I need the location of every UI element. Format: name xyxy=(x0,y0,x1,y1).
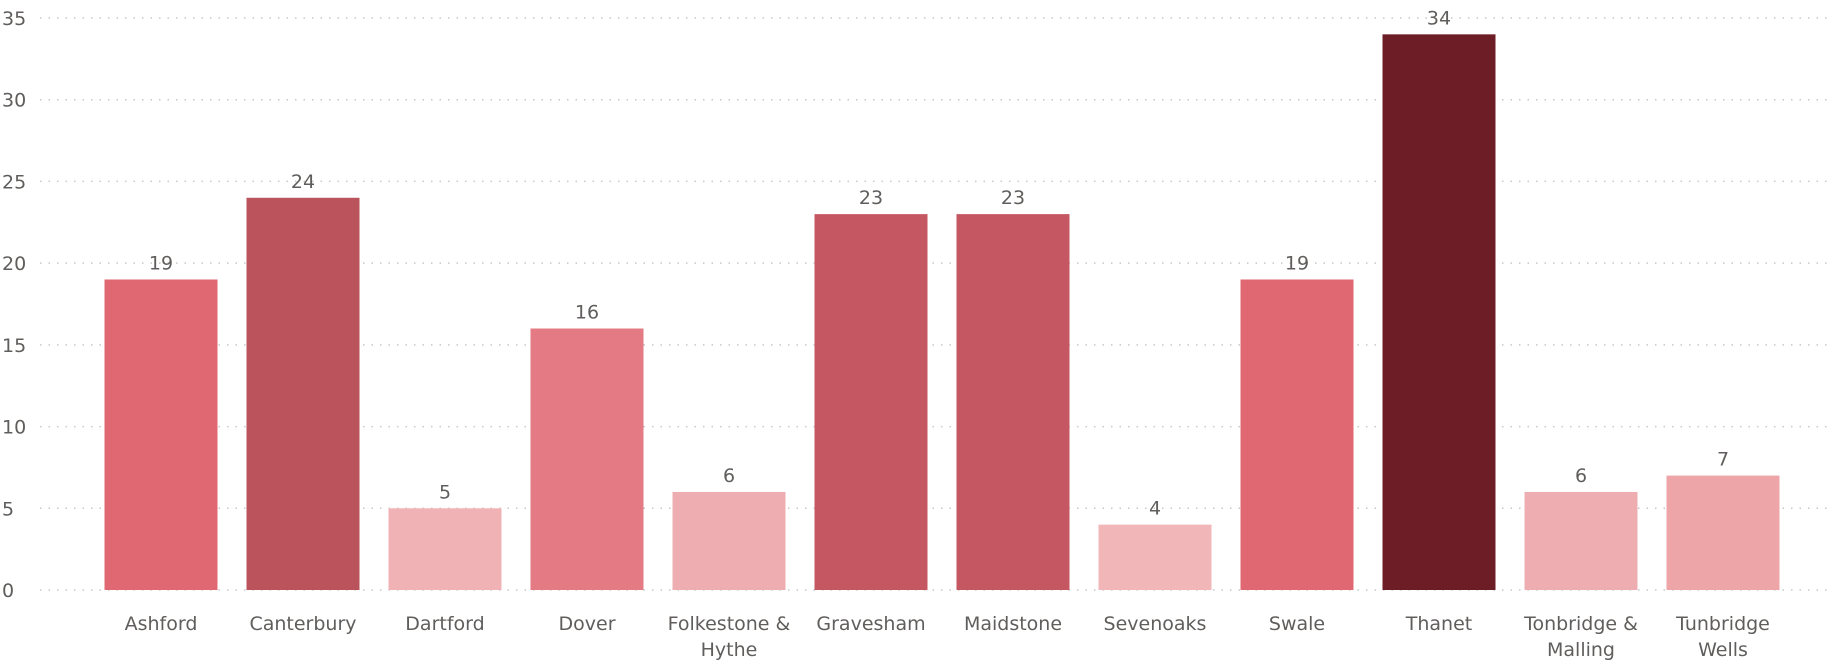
x-tick-label: Swale xyxy=(1269,613,1325,635)
x-tick-label: Folkestone & Hythe xyxy=(668,613,791,661)
data-label: 6 xyxy=(723,465,735,487)
x-axis: Ashford Canterbury Dartford Dover Folkestone… xyxy=(125,613,1770,661)
data-label: 7 xyxy=(1717,449,1729,471)
bar[interactable] xyxy=(1240,279,1354,590)
bars xyxy=(104,34,1780,591)
x-tick-label: Dover xyxy=(559,613,616,635)
x-tick-label: Dartford xyxy=(405,613,484,635)
data-label: 4 xyxy=(1149,498,1161,520)
x-tick-label: Canterbury xyxy=(249,613,356,635)
x-tick-label: Tonbridge & Malling xyxy=(1523,613,1638,661)
data-label: 19 xyxy=(1285,252,1309,274)
y-tick-label: 25 xyxy=(2,171,26,193)
x-tick-label: Sevenoaks xyxy=(1104,613,1207,635)
bar[interactable] xyxy=(1524,491,1638,590)
bar[interactable] xyxy=(1382,34,1496,591)
x-tick-label: Maidstone xyxy=(964,613,1062,635)
data-label: 23 xyxy=(1001,187,1025,209)
y-tick-label: 35 xyxy=(2,8,26,30)
y-tick-label: 30 xyxy=(2,90,26,112)
data-label: 19 xyxy=(149,252,173,274)
y-tick-label: 20 xyxy=(2,253,26,275)
data-labels: 19 24 5 16 6 23 23 4 19 34 6 7 xyxy=(149,7,1729,519)
x-tick-label: Tunbridge Wells xyxy=(1675,613,1770,661)
x-tick-label: Thanet xyxy=(1405,613,1472,635)
data-label: 34 xyxy=(1427,7,1451,29)
bar[interactable] xyxy=(1098,524,1212,590)
bar[interactable] xyxy=(1666,475,1780,590)
bar[interactable] xyxy=(246,197,360,590)
y-axis: 0 5 10 15 20 25 30 35 xyxy=(2,8,26,602)
y-tick-label: 5 xyxy=(2,498,14,520)
x-tick-label: Gravesham xyxy=(816,613,925,635)
bar[interactable] xyxy=(814,214,928,590)
bar[interactable] xyxy=(672,491,786,590)
data-label: 6 xyxy=(1575,465,1587,487)
y-tick-label: 10 xyxy=(2,417,26,439)
data-label: 16 xyxy=(575,302,599,324)
data-label: 23 xyxy=(859,187,883,209)
bar[interactable] xyxy=(956,214,1070,590)
x-tick-label: Ashford xyxy=(125,613,198,635)
y-tick-label: 15 xyxy=(2,335,26,357)
y-tick-label: 0 xyxy=(2,580,14,602)
data-label: 24 xyxy=(291,171,315,193)
data-label: 5 xyxy=(439,481,451,503)
bar[interactable] xyxy=(530,328,644,590)
bar[interactable] xyxy=(388,508,502,590)
bar[interactable] xyxy=(104,279,218,590)
